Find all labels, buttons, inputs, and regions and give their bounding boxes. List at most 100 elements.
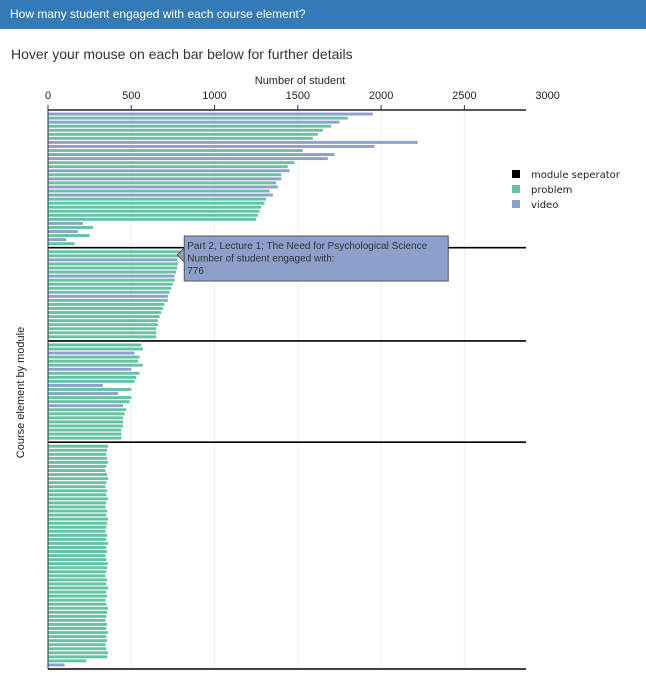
bar-video-m1-16[interactable]: [48, 177, 282, 181]
bar-problem-m3-69[interactable]: [48, 400, 130, 404]
bar-problem-m2-51[interactable]: [48, 323, 158, 327]
bar-problem-m4-131[interactable]: [48, 655, 108, 659]
bar-problem-m4-84[interactable]: [48, 465, 107, 468]
bar-problem-m4-79[interactable]: [48, 444, 108, 448]
bar-problem-m2-40[interactable]: [48, 278, 175, 282]
bar-problem-m4-116[interactable]: [48, 594, 108, 598]
bar-problem-m2-36[interactable]: [48, 262, 178, 266]
bar-problem-m4-112[interactable]: [48, 578, 108, 582]
bar-problem-m4-122[interactable]: [48, 618, 106, 622]
bar-problem-m4-97[interactable]: [48, 517, 108, 521]
bar-problem-m4-96[interactable]: [48, 513, 107, 517]
bar-problem-m3-73[interactable]: [48, 416, 123, 420]
bar-problem-m4-117[interactable]: [48, 598, 106, 602]
bar-problem-m4-108[interactable]: [48, 562, 108, 566]
bar-problem-m4-103[interactable]: [48, 541, 108, 545]
bar-problem-m2-50[interactable]: [48, 319, 158, 323]
bar-problem-m4-128[interactable]: [48, 643, 106, 647]
bar-problem-m2-34[interactable]: [48, 254, 180, 258]
bar-problem-m3-64[interactable]: [48, 379, 135, 383]
bar-problem-m4-86[interactable]: [48, 473, 108, 477]
bar-problem-m4-119[interactable]: [48, 606, 108, 610]
bar-problem-m3-78[interactable]: [48, 436, 122, 440]
bar-problem-m2-52[interactable]: [48, 327, 157, 331]
bar-problem-m3-63[interactable]: [48, 375, 137, 379]
bar-problem-m2-37[interactable]: [48, 266, 178, 270]
bar-problem-m4-104[interactable]: [48, 546, 107, 549]
bar-problem-m4-100[interactable]: [48, 529, 106, 533]
bar-problem-m1-23[interactable]: [48, 205, 262, 209]
bar-problem-m4-87[interactable]: [48, 477, 108, 481]
bar-problem-m2-45[interactable]: [48, 298, 168, 302]
bar-problem-m3-66[interactable]: [48, 388, 132, 391]
bar-video-m2-44[interactable]: [48, 294, 168, 298]
bar-problem-m2-47[interactable]: [48, 307, 163, 310]
bar-problem-m4-91[interactable]: [48, 493, 107, 497]
bar-problem-m1-25[interactable]: [48, 213, 258, 217]
bar-problem-m3-58[interactable]: [48, 355, 140, 359]
bar-problem-m1-28[interactable]: [48, 226, 93, 229]
bar-problem-m2-41[interactable]: [48, 282, 173, 286]
bar-problem-m3-77[interactable]: [48, 432, 122, 436]
bar-problem-m4-93[interactable]: [48, 501, 107, 505]
bar-problem-m4-110[interactable]: [48, 570, 107, 574]
bar-problem-m1-9[interactable]: [48, 149, 303, 152]
bar-problem-m4-95[interactable]: [48, 509, 108, 513]
bar-video-m2-39[interactable]: [48, 274, 175, 278]
bar-problem-m1-30[interactable]: [48, 234, 90, 238]
bar-video-m1-27[interactable]: [48, 221, 83, 225]
bar-problem-m3-74[interactable]: [48, 420, 123, 424]
bar-problem-m2-38[interactable]: [48, 270, 177, 274]
bar-video-m3-70[interactable]: [48, 404, 123, 408]
bar-video-m1-2[interactable]: [48, 120, 340, 124]
bar-problem-m1-22[interactable]: [48, 201, 265, 205]
bar-problem-m4-82[interactable]: [48, 456, 108, 460]
bar-problem-m3-56[interactable]: [48, 347, 143, 351]
bar-video-m1-8[interactable]: [48, 145, 375, 148]
bar-video-m1-11[interactable]: [48, 157, 328, 161]
bar-group[interactable]: [48, 112, 418, 667]
bar-problem-m2-54[interactable]: [48, 335, 157, 339]
bar-video-m1-0[interactable]: [48, 112, 373, 116]
bar-problem-m4-115[interactable]: [48, 590, 107, 594]
bar-problem-m3-75[interactable]: [48, 424, 123, 428]
bar-problem-m2-46[interactable]: [48, 302, 165, 306]
bar-problem-m3-71[interactable]: [48, 408, 127, 412]
bar-video-m4-133[interactable]: [48, 663, 65, 667]
bar-video-m1-29[interactable]: [48, 230, 78, 233]
bar-problem-m2-48[interactable]: [48, 311, 162, 314]
bar-problem-m3-76[interactable]: [48, 428, 122, 432]
bar-problem-m4-129[interactable]: [48, 647, 107, 651]
bar-problem-m4-125[interactable]: [48, 631, 108, 635]
bar-problem-m1-13[interactable]: [48, 165, 288, 169]
bar-problem-m4-92[interactable]: [48, 497, 108, 501]
bar-video-m3-65[interactable]: [48, 383, 103, 387]
bar-problem-m4-111[interactable]: [48, 574, 106, 578]
bar-video-m3-61[interactable]: [48, 367, 132, 371]
bar-problem-m4-130[interactable]: [48, 651, 108, 655]
bar-problem-m3-72[interactable]: [48, 412, 125, 416]
bar-problem-m4-109[interactable]: [48, 566, 108, 570]
bar-problem-m4-105[interactable]: [48, 550, 108, 553]
bar-problem-m4-132[interactable]: [48, 659, 87, 663]
bar-problem-m4-121[interactable]: [48, 614, 107, 618]
bar-problem-m4-106[interactable]: [48, 554, 106, 558]
bar-problem-m2-33[interactable]: [48, 250, 182, 254]
bar-problem-m4-126[interactable]: [48, 635, 107, 639]
bar-video-m1-7[interactable]: [48, 140, 418, 144]
bar-problem-m4-101[interactable]: [48, 533, 108, 537]
bar-problem-m1-24[interactable]: [48, 209, 260, 213]
bar-problem-m4-118[interactable]: [48, 602, 107, 606]
bar-video-m3-67[interactable]: [48, 392, 118, 396]
bar-problem-m4-99[interactable]: [48, 525, 107, 529]
bar-problem-m1-21[interactable]: [48, 197, 267, 201]
bar-problem-m1-19[interactable]: [48, 189, 270, 193]
bar-problem-m1-17[interactable]: [48, 181, 277, 185]
bar-problem-m4-88[interactable]: [48, 481, 107, 485]
bar-problem-m3-68[interactable]: [48, 396, 132, 400]
bar-video-m1-14[interactable]: [48, 169, 290, 173]
bar-problem-m4-98[interactable]: [48, 521, 108, 525]
bar-problem-m2-49[interactable]: [48, 315, 160, 319]
bar-problem-m2-53[interactable]: [48, 331, 157, 335]
bar-video-m1-18[interactable]: [48, 185, 278, 189]
